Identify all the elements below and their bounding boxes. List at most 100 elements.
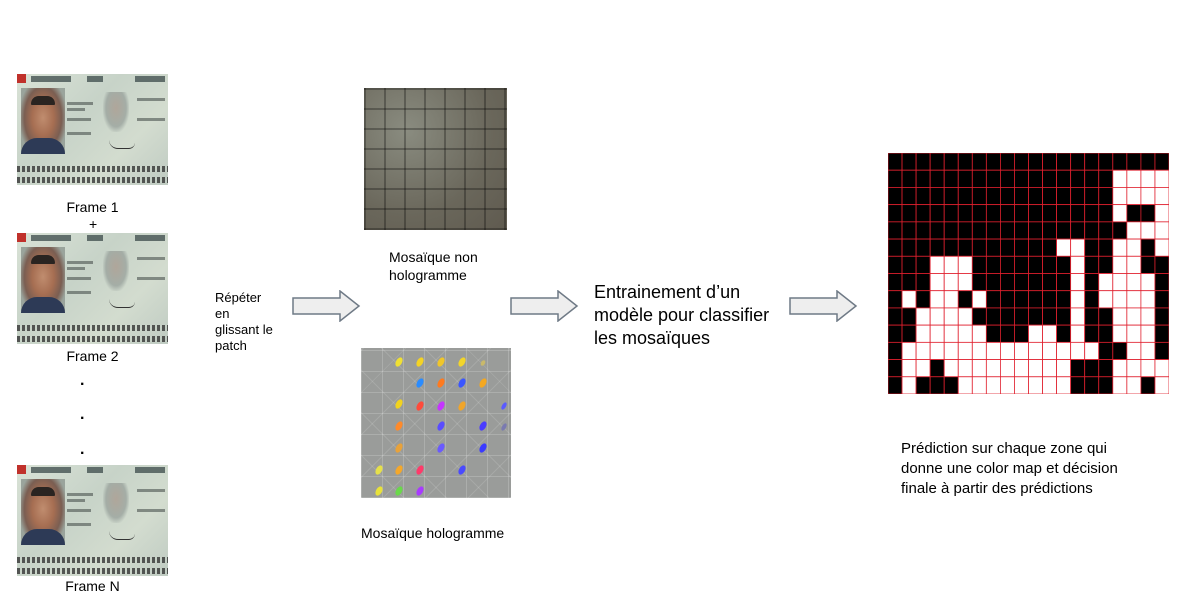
grid-cell: [1014, 273, 1029, 292]
grid-cell: [957, 376, 973, 395]
grid-cell: [985, 376, 1001, 395]
grid-cell: [1140, 324, 1156, 343]
grid-cell: [1014, 238, 1029, 257]
grid-cell: [1070, 169, 1086, 188]
grid-cell: [1070, 290, 1086, 309]
grid-cell: [1014, 307, 1029, 326]
card-text: [67, 291, 91, 294]
grid-cell: [957, 204, 973, 223]
grid-cell: [1084, 152, 1100, 171]
arrow-right-icon: [292, 290, 361, 322]
grid-cell: [957, 324, 973, 343]
grid-cell: [957, 307, 973, 326]
grid-cell: [1154, 376, 1170, 395]
grid-cell: [985, 290, 1001, 309]
id-card-frame-1: [17, 74, 168, 185]
grid-cell: [1112, 221, 1128, 240]
grid-cell: [1042, 221, 1058, 240]
grid-cell: [929, 273, 945, 292]
grid-cell: [1042, 187, 1058, 206]
grid-cell: [901, 169, 917, 188]
grid-cell: [943, 152, 959, 171]
grid-cell: [1070, 221, 1086, 240]
grid-cell: [915, 376, 931, 395]
mrz-line: [17, 557, 168, 563]
prediction-grid: [887, 152, 1170, 395]
card-text: [67, 277, 91, 280]
grid-cell: [1042, 359, 1058, 378]
grid-cell: [1028, 221, 1043, 240]
sliding-patch-text: Répéter en glissant le patch: [215, 290, 273, 354]
mrz-line: [17, 568, 168, 574]
grid-cell: [1140, 376, 1156, 395]
card-header-text: [31, 76, 71, 82]
grid-cell: [1084, 376, 1100, 395]
grid-cell: [985, 273, 1001, 292]
grid-cell: [943, 187, 959, 206]
grid-cell: [929, 359, 945, 378]
grid-cell: [1154, 221, 1170, 240]
ellipsis-dot: .: [80, 372, 85, 389]
grid-cell: [915, 324, 931, 343]
card-text: [137, 98, 165, 101]
grid-cell: [1140, 307, 1156, 326]
grid-cell: [887, 187, 903, 206]
grid-cell: [957, 359, 973, 378]
grid-cell: [985, 307, 1001, 326]
grid-cell: [887, 376, 903, 395]
grid-cell: [985, 187, 1001, 206]
sliding-patch-line: glissant le: [215, 322, 273, 337]
card-text: [67, 523, 91, 526]
ellipsis-dot: .: [80, 406, 85, 423]
grid-cell: [1154, 204, 1170, 223]
grid-cell: [1014, 152, 1029, 171]
grid-cell: [915, 152, 931, 171]
grid-cell: [915, 290, 931, 309]
flag-icon: [17, 74, 26, 83]
grid-cell: [1014, 221, 1029, 240]
grid-cell: [1014, 290, 1029, 309]
grid-cell: [971, 307, 987, 326]
grid-cell: [1126, 187, 1142, 206]
grid-cell: [1028, 255, 1043, 274]
grid-cell: [1070, 152, 1086, 171]
grid-cell: [901, 187, 917, 206]
grid-cell: [1000, 255, 1015, 274]
grid-cell: [1126, 204, 1142, 223]
grid-cell: [1084, 255, 1100, 274]
grid-cell: [1084, 204, 1100, 223]
grid-cell: [1084, 341, 1100, 360]
prediction-color-map: [887, 152, 1170, 395]
grid-cell: [929, 307, 945, 326]
grid-cell: [1154, 324, 1170, 343]
card-text: [67, 499, 85, 502]
non-hologram-mosaic: [364, 88, 507, 230]
grid-cell: [887, 290, 903, 309]
grid-cell: [1028, 169, 1043, 188]
ghost-portrait: [103, 483, 129, 523]
card-text: [67, 493, 93, 496]
grid-cell: [1112, 169, 1128, 188]
grid-cell: [1056, 307, 1072, 326]
grid-cell: [915, 359, 931, 378]
non-hologram-caption: Mosaïque non hologramme: [389, 248, 478, 284]
grid-cell: [1056, 255, 1072, 274]
grid-cell: [887, 255, 903, 274]
grid-cell: [1056, 169, 1072, 188]
grid-cell: [943, 359, 959, 378]
grid-cell: [901, 152, 917, 171]
grid-cell: [1042, 290, 1058, 309]
grid-cell: [1028, 307, 1043, 326]
grid-cell: [1140, 221, 1156, 240]
grid-cell: [1126, 273, 1142, 292]
grid-cell: [887, 169, 903, 188]
grid-cell: [943, 273, 959, 292]
card-header-text: [87, 76, 103, 82]
card-text: [67, 102, 93, 105]
grid-cell: [971, 359, 987, 378]
grid-cell: [1098, 376, 1114, 395]
grid-cell: [957, 255, 973, 274]
grid-cell: [1000, 376, 1015, 395]
grid-cell: [887, 221, 903, 240]
grid-cell: [1000, 324, 1015, 343]
